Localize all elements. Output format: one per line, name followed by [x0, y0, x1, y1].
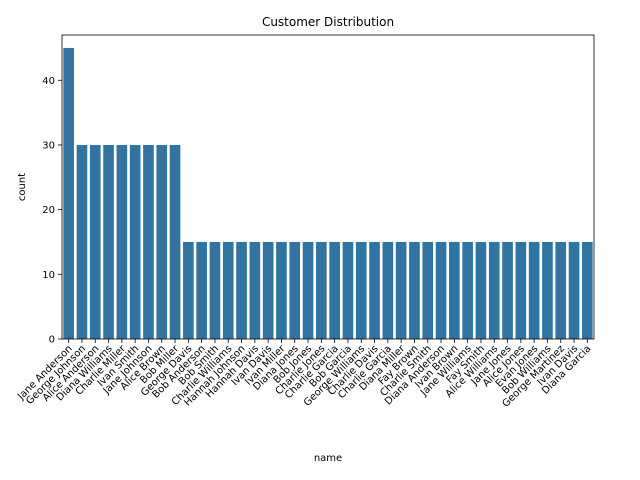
- y-tick-label: 30: [42, 140, 55, 151]
- bar: [129, 144, 141, 339]
- bar: [89, 144, 101, 339]
- bar: [329, 241, 340, 339]
- bar: [76, 144, 88, 339]
- bar: [395, 241, 407, 339]
- bar: [156, 144, 168, 339]
- y-axis-label: count: [17, 173, 28, 201]
- bars-group: [63, 47, 593, 339]
- y-tick-label: 20: [42, 205, 55, 216]
- bar: [302, 241, 314, 339]
- bar: [209, 241, 221, 339]
- bar: [236, 241, 247, 339]
- bar: [249, 241, 261, 339]
- bar: [262, 241, 274, 339]
- bar: [276, 241, 287, 339]
- bar: [196, 241, 207, 339]
- bar: [422, 241, 434, 339]
- chart-title: Customer Distribution: [262, 15, 394, 29]
- bar: [568, 241, 580, 339]
- y-tick-label: 10: [42, 270, 55, 281]
- bar: [528, 241, 540, 339]
- bar: [355, 241, 367, 339]
- bar: [542, 241, 553, 339]
- bar: [316, 241, 327, 339]
- bar: [475, 241, 487, 339]
- bar: [222, 241, 234, 339]
- bar: [369, 241, 380, 339]
- bar: [63, 47, 74, 339]
- bar: [169, 144, 181, 339]
- x-axis-label: name: [314, 453, 342, 464]
- bar: [409, 241, 420, 339]
- bar: [342, 241, 354, 339]
- bar: [582, 241, 593, 339]
- y-tick-label: 0: [49, 335, 55, 346]
- y-axis: 0 10 20 30 40: [42, 76, 62, 346]
- bar: [515, 241, 527, 339]
- bar: [289, 241, 301, 339]
- plot-frame: [61, 34, 595, 340]
- bar: [502, 241, 513, 339]
- bar: [382, 241, 394, 339]
- bar: [488, 241, 500, 339]
- bar: [449, 241, 460, 339]
- bar: [555, 241, 567, 339]
- y-tick-label: 40: [42, 76, 55, 87]
- bar: [116, 144, 128, 339]
- bar: [462, 241, 473, 339]
- bar: [103, 144, 114, 339]
- bar: [435, 241, 447, 339]
- bar: [143, 144, 154, 339]
- bar: [183, 241, 194, 339]
